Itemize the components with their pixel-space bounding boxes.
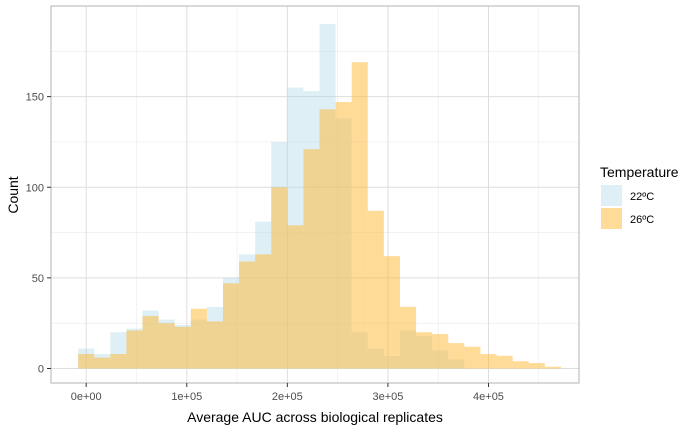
legend-title: Temperature [600, 164, 679, 180]
histogram-bar [271, 187, 288, 369]
y-axis: 0 50 100 150 [26, 92, 51, 376]
histogram-bar [239, 261, 256, 369]
histogram-bar [399, 306, 417, 369]
x-tick-label: 2e+05 [272, 391, 303, 403]
histogram-bar [174, 326, 191, 369]
histogram-bar [303, 149, 320, 369]
histogram-bar [464, 346, 481, 369]
histogram-bar [383, 256, 400, 369]
legend-swatch [601, 208, 622, 229]
y-tick-label: 150 [26, 92, 44, 104]
histogram-bar [448, 343, 465, 369]
histogram-bar [142, 315, 159, 369]
legend-label: 22ºC [630, 191, 654, 203]
x-tick-label: 4e+05 [473, 391, 504, 403]
x-tick-label: 3e+05 [372, 391, 403, 403]
plot-border [50, 5, 580, 384]
histogram-bar [206, 321, 223, 369]
histogram-bar [78, 354, 95, 369]
x-axis-title: Average AUC across biological replicates [187, 409, 443, 425]
legend: Temperature 22ºC 26ºC [600, 164, 679, 229]
histogram-bar [126, 330, 143, 369]
histogram-bar [335, 102, 352, 369]
histogram-bar [158, 323, 175, 369]
histogram-bar [222, 283, 240, 369]
histogram-bar [496, 355, 513, 369]
y-tick-label: 0 [38, 364, 44, 376]
histogram-bar [416, 332, 433, 369]
legend-key-bg [601, 185, 622, 206]
histogram-bar [351, 62, 368, 369]
x-axis: 0e+00 1e+05 2e+05 3e+05 4e+05 [71, 383, 504, 403]
histogram-bar [544, 366, 561, 369]
histogram-bar [367, 210, 384, 369]
histogram-bar [287, 225, 304, 369]
x-tick-label: 1e+05 [171, 391, 202, 403]
histogram-bar [319, 109, 336, 369]
histogram-bar [255, 254, 272, 369]
legend-label: 26ºC [630, 214, 654, 226]
histogram-bar [190, 308, 207, 369]
y-axis-title: Count [5, 176, 21, 213]
x-tick-label: 0e+00 [71, 391, 102, 403]
histogram-bar [480, 354, 497, 369]
y-tick-label: 50 [32, 273, 44, 285]
histogram-bar [512, 361, 529, 369]
y-tick-label: 100 [26, 182, 44, 194]
histogram-bar [110, 354, 127, 369]
histogram-bar [528, 363, 545, 369]
legend-swatch [601, 185, 622, 206]
histogram-bar [432, 334, 449, 369]
series-26c-bars [78, 62, 561, 369]
histogram-bar [94, 357, 111, 369]
